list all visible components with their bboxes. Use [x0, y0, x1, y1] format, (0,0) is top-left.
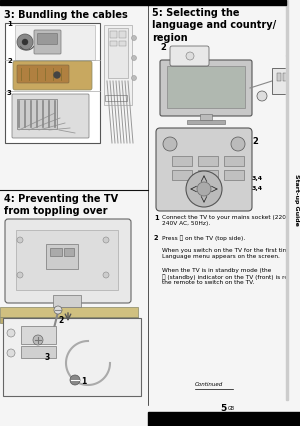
Bar: [172, 156, 192, 166]
Bar: [50, 248, 62, 256]
Text: When you switch on the TV for the first time, the
Language menu appears on the s: When you switch on the TV for the first …: [162, 248, 300, 259]
Circle shape: [186, 52, 194, 60]
Circle shape: [131, 75, 136, 81]
Bar: [21, 326, 56, 344]
Circle shape: [131, 55, 136, 60]
Text: 1: 1: [81, 377, 86, 386]
Bar: [16, 230, 118, 290]
Bar: [104, 25, 132, 105]
Text: Press ⓞ on the TV (top side).: Press ⓞ on the TV (top side).: [162, 235, 245, 241]
Circle shape: [103, 272, 109, 278]
Bar: [198, 170, 218, 180]
Text: 1: 1: [7, 21, 12, 27]
Circle shape: [7, 349, 15, 357]
Bar: [224, 156, 244, 166]
Bar: [272, 68, 292, 94]
FancyBboxPatch shape: [170, 46, 209, 66]
Circle shape: [131, 35, 136, 40]
FancyBboxPatch shape: [34, 30, 61, 54]
Bar: [53, 295, 81, 307]
Bar: [187, 120, 225, 124]
Text: 3,4: 3,4: [252, 176, 263, 181]
Text: GB: GB: [228, 406, 235, 411]
Text: Connect the TV to your mains socket (220-
240V AC, 50Hz).: Connect the TV to your mains socket (220…: [162, 215, 288, 226]
Circle shape: [197, 182, 211, 196]
Circle shape: [103, 237, 109, 243]
Text: 4: Preventing the TV
from toppling over: 4: Preventing the TV from toppling over: [4, 194, 118, 216]
Circle shape: [54, 72, 60, 78]
Bar: [105, 95, 127, 101]
Bar: [198, 156, 218, 166]
FancyBboxPatch shape: [12, 94, 89, 138]
Bar: [224, 170, 244, 180]
FancyBboxPatch shape: [38, 34, 58, 44]
Text: 3: 3: [7, 90, 12, 96]
Text: 3: 3: [45, 353, 50, 362]
Bar: [172, 170, 192, 180]
Bar: [0, 317, 138, 323]
Circle shape: [17, 237, 23, 243]
Bar: [148, 412, 300, 426]
Bar: [15, 25, 95, 60]
Circle shape: [17, 34, 33, 50]
FancyBboxPatch shape: [156, 128, 252, 211]
Text: When the TV is in standby mode (the
ⓞ (standby) indicator on the TV (front) is r: When the TV is in standby mode (the ⓞ (s…: [162, 268, 300, 285]
Bar: [119, 41, 126, 46]
Circle shape: [33, 335, 43, 345]
Text: Start-up Guide: Start-up Guide: [293, 174, 298, 226]
Text: 1: 1: [154, 215, 159, 221]
FancyBboxPatch shape: [5, 219, 131, 303]
Text: 5: 5: [220, 404, 226, 413]
Circle shape: [163, 137, 177, 151]
Circle shape: [17, 272, 23, 278]
Text: 2: 2: [58, 316, 63, 325]
Text: 2: 2: [154, 235, 159, 241]
Text: 5: Selecting the
language and country/
region: 5: Selecting the language and country/ r…: [152, 8, 276, 43]
Bar: [286, 0, 300, 400]
FancyBboxPatch shape: [17, 65, 69, 83]
Bar: [110, 31, 117, 38]
Text: 2: 2: [160, 43, 166, 52]
Circle shape: [70, 375, 80, 385]
Text: 3,4: 3,4: [252, 186, 263, 191]
Circle shape: [186, 171, 222, 207]
Bar: [119, 31, 126, 38]
Text: 2: 2: [7, 58, 12, 64]
Circle shape: [7, 329, 15, 337]
Text: 1: 1: [284, 55, 290, 64]
Bar: [46, 244, 78, 269]
Bar: [21, 346, 56, 358]
Bar: [64, 248, 74, 256]
Circle shape: [257, 91, 267, 101]
Bar: [108, 28, 128, 78]
Text: 2: 2: [252, 137, 258, 146]
Circle shape: [231, 137, 245, 151]
Bar: [0, 307, 138, 317]
Text: Continued: Continued: [195, 382, 223, 387]
Bar: [0, 0, 286, 5]
FancyBboxPatch shape: [13, 61, 92, 90]
Circle shape: [22, 39, 28, 45]
Bar: [286, 0, 288, 400]
Bar: [5, 23, 100, 143]
FancyBboxPatch shape: [160, 60, 252, 116]
Bar: [110, 41, 117, 46]
Bar: [3, 318, 141, 396]
Circle shape: [54, 306, 62, 314]
Bar: [200, 114, 212, 120]
Bar: [17, 99, 57, 129]
Bar: [277, 73, 281, 81]
Bar: [283, 73, 287, 81]
Bar: [167, 66, 245, 108]
Text: 3: Bundling the cables: 3: Bundling the cables: [4, 10, 128, 20]
